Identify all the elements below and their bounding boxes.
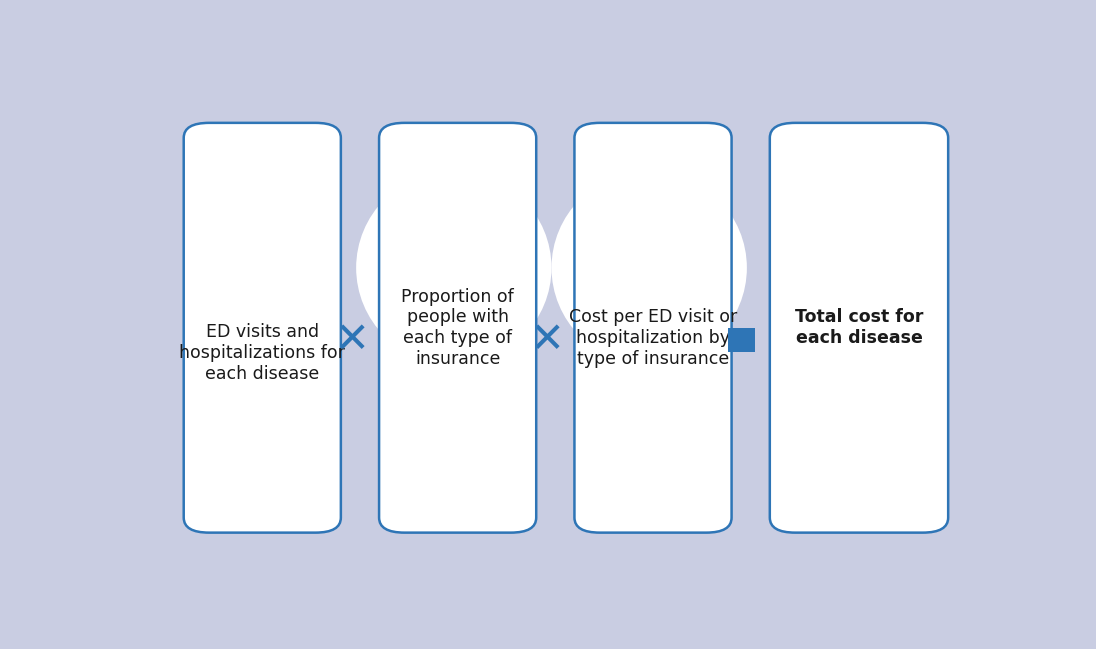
FancyBboxPatch shape bbox=[769, 123, 948, 533]
FancyBboxPatch shape bbox=[379, 123, 536, 533]
FancyBboxPatch shape bbox=[158, 93, 966, 557]
FancyBboxPatch shape bbox=[574, 123, 731, 533]
Text: ✕: ✕ bbox=[334, 319, 369, 361]
Text: Proportion of
people with
each type of
insurance: Proportion of people with each type of i… bbox=[401, 288, 514, 368]
Text: ED visits and
hospitalizations for
each disease: ED visits and hospitalizations for each … bbox=[180, 323, 345, 382]
Text: MARKET-
SCAN: MARKET- SCAN bbox=[609, 249, 689, 287]
FancyBboxPatch shape bbox=[728, 328, 755, 341]
Polygon shape bbox=[438, 323, 469, 500]
FancyBboxPatch shape bbox=[184, 123, 341, 533]
Text: HCUP
NIS/NEDS*: HCUP NIS/NEDS* bbox=[407, 249, 502, 287]
Ellipse shape bbox=[551, 171, 746, 365]
Text: ✕: ✕ bbox=[529, 319, 564, 361]
Text: Cost per ED visit or
hospitalization by
type of insurance: Cost per ED visit or hospitalization by … bbox=[569, 308, 738, 367]
Text: Total cost for
each disease: Total cost for each disease bbox=[795, 308, 923, 347]
Ellipse shape bbox=[356, 171, 551, 365]
Polygon shape bbox=[633, 323, 664, 500]
FancyBboxPatch shape bbox=[728, 339, 755, 352]
